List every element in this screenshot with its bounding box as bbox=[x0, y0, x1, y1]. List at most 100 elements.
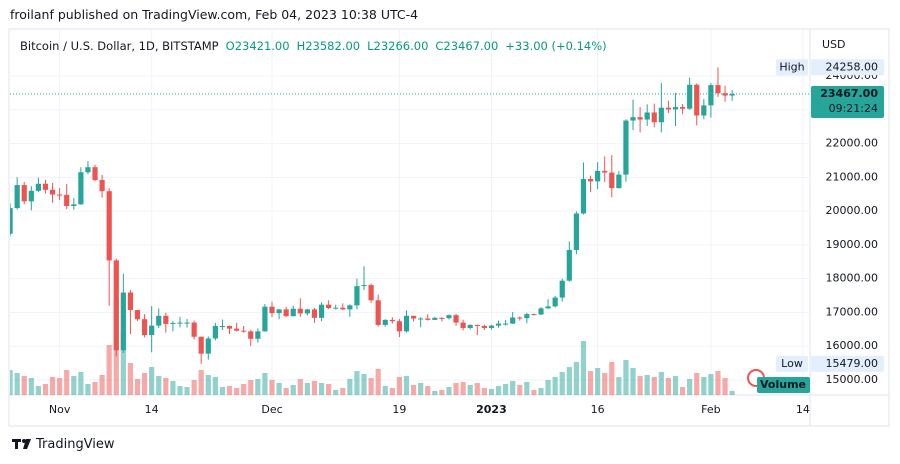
volume-bar bbox=[177, 386, 183, 395]
ohlc-field: L23266.00 bbox=[367, 39, 428, 53]
candle-body bbox=[35, 183, 41, 191]
candle-body bbox=[538, 308, 544, 315]
high-value: 24258.00 bbox=[826, 60, 879, 73]
candle-body bbox=[340, 307, 346, 310]
low-tag-box bbox=[776, 355, 808, 372]
x-tick-label: Feb bbox=[701, 403, 720, 416]
candle-body bbox=[113, 260, 119, 351]
volume-bar bbox=[191, 380, 197, 395]
volume-bar bbox=[198, 370, 204, 395]
candle-body bbox=[637, 117, 643, 120]
candle-body bbox=[184, 322, 190, 324]
candle-body bbox=[439, 317, 445, 319]
volume-bar bbox=[120, 330, 126, 395]
candle-body bbox=[170, 322, 176, 324]
ohlc-value: 23266.00 bbox=[373, 39, 429, 53]
candle-body bbox=[177, 322, 183, 324]
ohlc-value: 23421.00 bbox=[234, 39, 290, 53]
candle-body bbox=[587, 179, 594, 182]
candle-body bbox=[679, 107, 686, 109]
volume-bar bbox=[531, 390, 537, 395]
volume-tag bbox=[757, 377, 810, 393]
candle-body bbox=[28, 190, 34, 202]
candle-body bbox=[616, 174, 622, 189]
volume-bar bbox=[630, 368, 636, 395]
candle-body bbox=[347, 305, 353, 310]
volume-bar bbox=[580, 341, 587, 395]
volume-bar bbox=[722, 378, 728, 395]
candle-body bbox=[460, 322, 466, 328]
candle-body bbox=[488, 325, 495, 328]
candle-body bbox=[566, 249, 572, 281]
volume-bar bbox=[658, 372, 664, 395]
candle-body bbox=[665, 107, 672, 110]
volume-bar bbox=[517, 385, 523, 395]
volume-bar bbox=[474, 383, 480, 395]
currency-label: USD bbox=[822, 38, 846, 51]
volume-bar bbox=[623, 360, 629, 395]
volume-bar bbox=[262, 373, 268, 395]
high-tag-box bbox=[776, 59, 808, 76]
volume-bar bbox=[276, 383, 282, 395]
volume-bar bbox=[49, 377, 56, 395]
volume-bar bbox=[134, 379, 141, 395]
volume-bar bbox=[545, 380, 551, 395]
volume-bar bbox=[99, 375, 105, 395]
volume-bar bbox=[566, 367, 572, 395]
candle-body bbox=[191, 322, 197, 337]
x-tick-label: 16 bbox=[591, 403, 605, 416]
volume-bar bbox=[78, 372, 84, 395]
volume-bar bbox=[729, 391, 735, 395]
candle-body bbox=[517, 317, 523, 319]
candle-body bbox=[368, 285, 374, 301]
volume-bar bbox=[354, 371, 360, 395]
volume-bar bbox=[609, 362, 615, 395]
footer-brand: TradingView bbox=[36, 437, 115, 452]
candle-body bbox=[595, 170, 601, 182]
chart-frame bbox=[8, 28, 890, 427]
volume-bar bbox=[241, 384, 247, 395]
volume-bar bbox=[248, 380, 254, 395]
y-tick-label: 18000.00 bbox=[826, 272, 879, 285]
last-price-value: 23467.00 bbox=[820, 87, 878, 100]
volume-bar bbox=[616, 377, 622, 395]
volume-bar bbox=[311, 381, 318, 395]
volume-bar bbox=[234, 388, 240, 395]
ohlc-key: L bbox=[367, 39, 374, 53]
x-tick-label: Dec bbox=[261, 403, 282, 416]
candle-body bbox=[198, 336, 204, 354]
candle-body bbox=[269, 306, 275, 314]
volume-bar bbox=[396, 377, 403, 395]
candle-body bbox=[425, 318, 431, 320]
volume-bar bbox=[361, 374, 367, 395]
candle-body bbox=[106, 191, 112, 261]
volume-bar bbox=[559, 372, 565, 395]
candle-body bbox=[453, 315, 459, 323]
volume-bar bbox=[219, 387, 226, 395]
x-tick-label: Nov bbox=[49, 403, 71, 416]
volume-bar bbox=[255, 379, 261, 395]
candle-body bbox=[163, 315, 169, 324]
candle-body bbox=[262, 306, 268, 332]
candle-body bbox=[141, 319, 148, 336]
candle-body bbox=[495, 323, 502, 326]
candle-body bbox=[672, 107, 679, 110]
high-tag-label: High bbox=[779, 60, 804, 73]
volume-bar bbox=[425, 386, 431, 395]
volume-bar bbox=[382, 386, 388, 395]
volume-bar bbox=[127, 363, 134, 395]
candle-body bbox=[354, 286, 360, 306]
candle-body bbox=[701, 105, 707, 116]
volume-bar bbox=[269, 380, 275, 395]
volume-bar bbox=[21, 376, 27, 395]
volume-bar bbox=[184, 387, 190, 395]
volume-bar bbox=[35, 386, 41, 395]
candle-body bbox=[510, 317, 516, 324]
candle-body bbox=[92, 167, 98, 181]
candle-body bbox=[503, 323, 509, 325]
ohlc-value: 23582.00 bbox=[305, 39, 361, 53]
candle-body bbox=[276, 309, 282, 314]
candle-body bbox=[42, 183, 49, 190]
volume-bar bbox=[14, 373, 20, 395]
candle-body bbox=[375, 300, 381, 325]
